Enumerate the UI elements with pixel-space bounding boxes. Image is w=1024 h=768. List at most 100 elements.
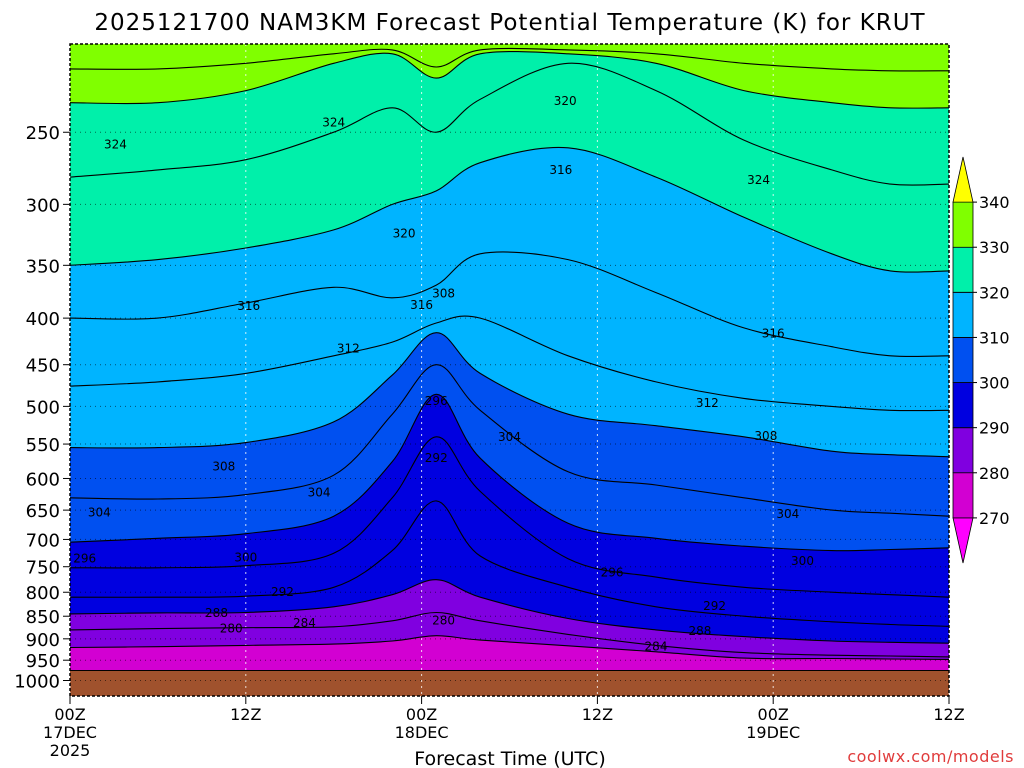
contour-label: 300 <box>791 554 814 568</box>
isentrope-308 <box>70 332 949 458</box>
isentrope-line-layer <box>70 47 949 660</box>
y-tick-label: 450 <box>26 356 60 377</box>
isentrope-288 <box>70 579 949 644</box>
terrain-layer <box>70 669 949 696</box>
colorbar-label: 280 <box>979 464 1010 483</box>
contour-label: 316 <box>410 298 433 312</box>
contour-label: 320 <box>554 94 577 108</box>
y-tick-label: 750 <box>26 558 60 579</box>
contour-label: 304 <box>308 486 331 500</box>
plot-frame <box>69 43 950 697</box>
contour-label: 308 <box>754 429 777 443</box>
contour-label: 300 <box>234 551 257 565</box>
x-tick-label: 12Z <box>582 705 613 724</box>
colorbar-segment <box>952 427 974 474</box>
isentrope-304 <box>70 364 949 517</box>
y-tick-label: 1000 <box>14 671 60 692</box>
contour-label: 296 <box>425 394 448 408</box>
y-tick-label: 500 <box>26 397 60 418</box>
contour-label: 292 <box>425 451 448 465</box>
x-tick-label: 00Z <box>758 705 789 724</box>
colorbar-segment <box>952 472 974 519</box>
isentrope-332 <box>70 47 949 72</box>
contour-fill-layer <box>70 44 949 696</box>
x-tick-label: 12Z <box>933 705 964 724</box>
contour-label: 288 <box>688 624 711 638</box>
contour-label: 304 <box>776 507 799 521</box>
colorbar-segment <box>952 246 974 293</box>
contour-label: 292 <box>271 585 294 599</box>
colorbar-segment <box>952 291 974 338</box>
colorbar-segment <box>952 156 974 203</box>
y-tick-label: 650 <box>26 501 60 522</box>
contour-label: 280 <box>220 622 243 636</box>
isentrope-296 <box>70 436 949 598</box>
contour-label: 316 <box>549 163 572 177</box>
y-tick-label: 950 <box>26 651 60 672</box>
contour-label: 284 <box>645 640 668 654</box>
x-tick-label: 00Z <box>54 705 85 724</box>
y-tick-label: 600 <box>26 469 60 490</box>
y-tick-label: 900 <box>26 630 60 651</box>
isentrope-280 <box>70 635 949 660</box>
contour-label: 292 <box>703 599 726 613</box>
colorbar-label: 310 <box>979 328 1010 347</box>
contour-label: 324 <box>104 138 127 152</box>
contour-label: 324 <box>322 116 345 130</box>
colorbar-label: 290 <box>979 419 1010 438</box>
isentrope-300 <box>70 393 949 552</box>
x-axis-label: Forecast Time (UTC) <box>414 748 605 768</box>
contour-label: 296 <box>73 552 96 566</box>
watermark: coolwx.com/models <box>847 747 1014 766</box>
contour-label: 304 <box>88 506 111 520</box>
y-tick-label: 850 <box>26 607 60 628</box>
colorbar-label: 330 <box>979 238 1010 257</box>
contour-label: 316 <box>762 327 785 341</box>
isentrope-320 <box>70 146 949 273</box>
contour-label: 280 <box>432 613 455 627</box>
colorbar-label: 340 <box>979 193 1010 212</box>
y-tick-label: 400 <box>26 309 60 330</box>
contour-label: 312 <box>337 342 360 356</box>
isentrope-328 <box>70 51 949 109</box>
colorbar-segment <box>952 337 974 383</box>
contour-label: 288 <box>205 606 228 620</box>
x-tick-label: 2025 <box>50 741 91 760</box>
contour-label: 324 <box>747 173 770 187</box>
y-tick-label: 300 <box>26 195 60 216</box>
isentrope-316 <box>70 251 949 358</box>
y-tick-label: 800 <box>26 583 60 604</box>
colorbar-label: 270 <box>979 509 1010 528</box>
y-tick-label: 250 <box>26 123 60 144</box>
contour-label: 308 <box>212 459 235 473</box>
terrain-block <box>70 670 949 696</box>
colorbar-segment <box>952 382 974 429</box>
isentrope-324 <box>70 62 949 186</box>
x-tick-label: 18DEC <box>395 723 449 742</box>
isentrope-284 <box>70 611 949 658</box>
contour-label-layer: 324 324 324 320 320 316 316 316 316 312 312 308 308 3… <box>73 94 814 654</box>
y-tick-label: 550 <box>26 435 60 456</box>
contour-label: 296 <box>601 565 624 579</box>
x-tick-label: 17DEC <box>43 723 97 742</box>
contour-label: 312 <box>696 396 719 410</box>
contour-label: 304 <box>498 430 521 444</box>
y-tick-label: 700 <box>26 530 60 551</box>
contour-label: 284 <box>293 616 316 630</box>
colorbar: 270 280 290 300 310 320 330 340 <box>952 156 1010 564</box>
colorbar-label: 320 <box>979 283 1010 302</box>
colorbar-label: 300 <box>979 374 1010 393</box>
isentrope-312 <box>70 315 949 412</box>
contour-label: 320 <box>393 227 416 241</box>
x-tick-label: 00Z <box>406 705 437 724</box>
isentrope-292 <box>70 500 949 627</box>
y-axis: 2503003504004505005506006507007508008509… <box>14 123 70 692</box>
x-tick-label: 12Z <box>230 705 261 724</box>
y-tick-label: 350 <box>26 256 60 277</box>
contour-label: 308 <box>432 287 455 301</box>
x-tick-label: 19DEC <box>746 723 800 742</box>
contour-label: 316 <box>237 299 260 313</box>
chart-title: 2025121700 NAM3KM Forecast Potential Tem… <box>94 10 925 36</box>
